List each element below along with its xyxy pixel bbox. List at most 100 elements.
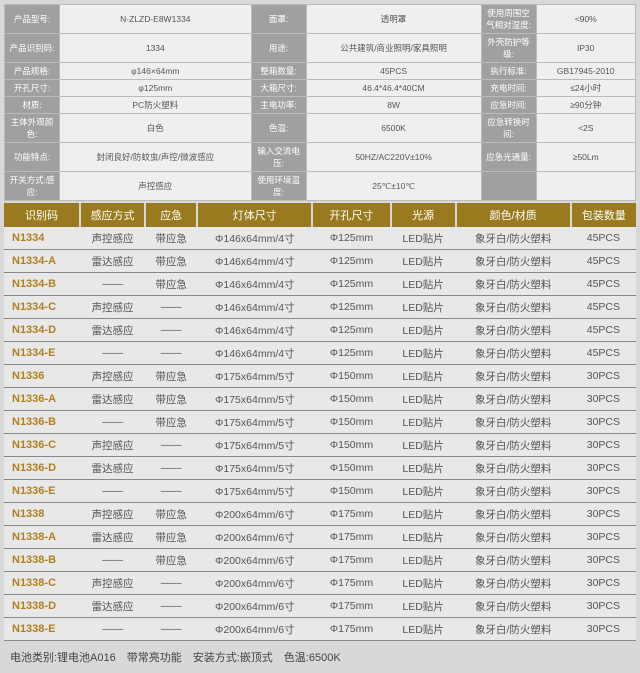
table-row: N1338-B——带应急Φ200x64mm/6寸Φ175mmLED贴片象牙白/防… [4,549,636,572]
product-code: N1338-C [4,572,80,595]
spec-value: IP30 [536,34,635,63]
table-cell: 雷达感应 [80,526,145,549]
product-code: N1338-B [4,549,80,572]
table-cell: —— [145,434,197,457]
table-row: N1338-E————Φ200x64mm/6寸Φ175mmLED贴片象牙白/防火… [4,618,636,641]
table-cell: —— [145,296,197,319]
table-cell: LED贴片 [391,342,456,365]
spec-value: 透明罩 [306,5,481,34]
table-cell: Φ146x64mm/4寸 [197,227,312,250]
table-cell: Φ175x64mm/5寸 [197,411,312,434]
table-cell: 30PCS [571,365,636,388]
table-cell: 雷达感应 [80,457,145,480]
table-cell: Φ150mm [312,411,390,434]
table-cell: Φ175mm [312,549,390,572]
table-cell: 象牙白/防火塑料 [456,296,571,319]
table-cell: Φ200x64mm/6寸 [197,549,312,572]
spec-label: 应急转换时间: [481,114,536,143]
table-cell: 象牙白/防火塑料 [456,618,571,641]
spec-value: 25℃±10℃ [306,172,481,201]
table-row: N1336-E————Φ175x64mm/5寸Φ150mmLED贴片象牙白/防火… [4,480,636,503]
spec-value: ≥50Lm [536,143,635,172]
spec-label: 应急光通量: [481,143,536,172]
table-cell: 雷达感应 [80,595,145,618]
column-header: 包装数量 [571,203,636,227]
spec-value: ≥90分钟 [536,97,635,114]
table-cell: LED贴片 [391,365,456,388]
table-cell: Φ150mm [312,457,390,480]
table-cell: Φ146x64mm/4寸 [197,296,312,319]
spec-label: 色温: [251,114,306,143]
table-cell: —— [145,480,197,503]
table-cell: LED贴片 [391,549,456,572]
table-cell: 带应急 [145,411,197,434]
footer-note: 电池类别:锂电池A016 带常亮功能 安装方式:嵌顶式 色温:6500K [4,641,636,669]
spec-value: 1334 [60,34,252,63]
table-cell: Φ200x64mm/6寸 [197,618,312,641]
table-cell: Φ146x64mm/4寸 [197,342,312,365]
table-cell: 雷达感应 [80,319,145,342]
spec-label: 应急时间: [481,97,536,114]
table-cell: LED贴片 [391,595,456,618]
spec-label: 外壳防护等级: [481,34,536,63]
table-cell: LED贴片 [391,227,456,250]
table-cell: 象牙白/防火塑料 [456,526,571,549]
table-cell: Φ175x64mm/5寸 [197,457,312,480]
table-cell: —— [80,411,145,434]
table-row: N1336声控感应带应急Φ175x64mm/5寸Φ150mmLED贴片象牙白/防… [4,365,636,388]
table-cell: 象牙白/防火塑料 [456,595,571,618]
table-cell: 象牙白/防火塑料 [456,388,571,411]
table-cell: Φ175mm [312,526,390,549]
product-table: 识别码感应方式应急灯体尺寸开孔尺寸光源颜色/材质包装数量 N1334声控感应带应… [4,203,636,641]
product-code: N1334-D [4,319,80,342]
table-row: N1338声控感应带应急Φ200x64mm/6寸Φ175mmLED贴片象牙白/防… [4,503,636,526]
table-cell: Φ200x64mm/6寸 [197,503,312,526]
table-cell: 30PCS [571,434,636,457]
table-cell: 雷达感应 [80,250,145,273]
table-row: N1334-E————Φ146x64mm/4寸Φ125mmLED贴片象牙白/防火… [4,342,636,365]
column-header: 灯体尺寸 [197,203,312,227]
table-cell: Φ175mm [312,572,390,595]
spec-label: 充电时间: [481,80,536,97]
table-row: N1334-C声控感应——Φ146x64mm/4寸Φ125mmLED贴片象牙白/… [4,296,636,319]
table-cell: Φ125mm [312,296,390,319]
table-cell: 象牙白/防火塑料 [456,250,571,273]
table-cell: LED贴片 [391,319,456,342]
table-cell: 象牙白/防火塑料 [456,503,571,526]
table-row: N1338-A雷达感应带应急Φ200x64mm/6寸Φ175mmLED贴片象牙白… [4,526,636,549]
table-row: N1334-D雷达感应——Φ146x64mm/4寸Φ125mmLED贴片象牙白/… [4,319,636,342]
table-cell: 象牙白/防火塑料 [456,319,571,342]
spec-label: 整箱数量: [251,63,306,80]
table-cell: LED贴片 [391,503,456,526]
spec-value: 声控感应 [60,172,252,201]
table-cell: Φ150mm [312,365,390,388]
product-code: N1338-A [4,526,80,549]
product-code: N1336 [4,365,80,388]
table-cell: —— [80,549,145,572]
spec-value: 45PCS [306,63,481,80]
table-row: N1336-C声控感应——Φ175x64mm/5寸Φ150mmLED贴片象牙白/… [4,434,636,457]
table-cell: Φ175mm [312,595,390,618]
spec-label [481,172,536,201]
table-cell: 30PCS [571,572,636,595]
product-code: N1334-B [4,273,80,296]
table-cell: LED贴片 [391,480,456,503]
table-cell: —— [145,342,197,365]
product-code: N1334-A [4,250,80,273]
table-cell: LED贴片 [391,388,456,411]
table-cell: 45PCS [571,273,636,296]
table-cell: Φ175x64mm/5寸 [197,365,312,388]
product-code: N1336-A [4,388,80,411]
table-cell: Φ175x64mm/5寸 [197,434,312,457]
table-cell: —— [145,572,197,595]
product-code: N1336-C [4,434,80,457]
table-cell: 声控感应 [80,572,145,595]
table-cell: LED贴片 [391,434,456,457]
table-row: N1336-B——带应急Φ175x64mm/5寸Φ150mmLED贴片象牙白/防… [4,411,636,434]
product-code: N1338-D [4,595,80,618]
table-cell: LED贴片 [391,296,456,319]
table-row: N1338-D雷达感应——Φ200x64mm/6寸Φ175mmLED贴片象牙白/… [4,595,636,618]
column-header: 应急 [145,203,197,227]
table-cell: Φ146x64mm/4寸 [197,250,312,273]
table-cell: —— [80,480,145,503]
